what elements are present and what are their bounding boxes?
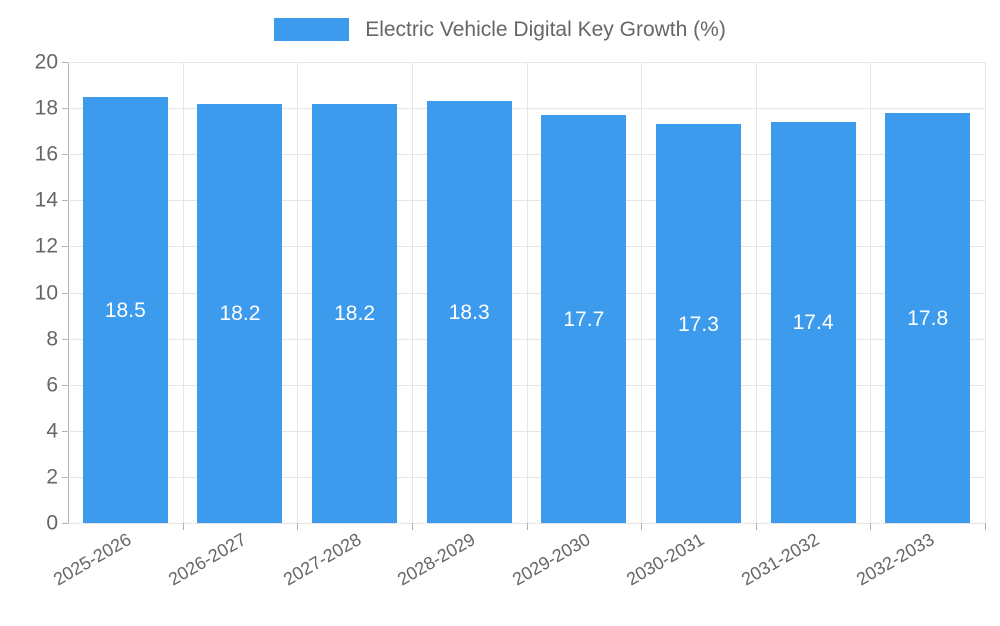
y-axis-tick [62,384,68,386]
y-axis-tick-label: 20 [34,50,58,74]
y-axis-tick [62,476,68,478]
bar-value-label: 17.3 [678,312,719,336]
bar[interactable]: 18.5 [82,96,168,523]
y-axis-tick-label: 2 [46,465,58,489]
gridline-horizontal [68,154,985,156]
x-axis-tick [183,523,184,530]
x-axis-tick [756,523,757,530]
gridline-horizontal [68,430,985,432]
gridline-horizontal [68,200,985,202]
y-axis-tick [62,62,68,63]
bar-value-label: 18.2 [219,302,261,326]
gridline-vertical [527,62,528,523]
y-axis-tick-label: 8 [46,327,58,351]
gridline-vertical [985,62,986,523]
bar[interactable]: 17.4 [770,121,856,523]
y-axis-tick-label: 18 [34,96,58,120]
bar[interactable]: 18.2 [312,103,398,523]
bar-value-label: 17.8 [907,306,949,330]
gridline-horizontal [68,476,985,478]
gridline-horizontal [68,108,985,110]
y-axis-tick-label: 12 [34,234,58,258]
bar[interactable]: 18.3 [426,101,512,523]
gridline-horizontal [68,523,985,524]
y-axis-tick [62,108,68,110]
gridline-vertical [183,62,184,523]
gridline-horizontal [68,62,985,63]
bar[interactable]: 17.7 [541,115,627,523]
bar[interactable]: 17.8 [885,112,971,523]
bar-value-label: 18.2 [334,302,375,326]
gridline-horizontal [68,246,985,248]
gridline-horizontal [68,384,985,386]
bar-value-label: 17.4 [792,311,834,335]
y-axis-tick [62,154,68,156]
y-axis-tick [62,338,68,340]
y-axis-tick-label: 0 [46,511,58,535]
y-axis-tick [62,523,68,524]
bar[interactable]: 18.2 [197,103,283,523]
bar-chart: Electric Vehicle Digital Key Growth (%) … [0,0,1000,590]
y-axis-tick-label: 4 [46,419,58,443]
x-axis-tick [412,523,413,530]
y-axis-tick [62,200,68,202]
x-axis-tick [641,523,642,530]
x-axis-tick [527,523,528,530]
y-axis-tick-label: 10 [34,281,58,304]
x-axis-tick [870,523,871,530]
y-axis-tick-label: 16 [34,142,58,166]
legend-color-swatch-icon [274,17,350,41]
gridline-horizontal [68,338,985,340]
y-axis-tick-label: 6 [46,373,58,397]
bar-value-label: 18.3 [448,301,490,325]
legend-item-electric-vehicle-digital-key-growth[interactable]: Electric Vehicle Digital Key Growth (%) [274,17,726,41]
y-axis-tick [62,430,68,432]
y-axis-tick-label: 14 [34,188,58,212]
gridline-vertical [641,62,642,523]
x-axis-tick [297,523,298,530]
x-axis-tick [985,523,986,530]
gridline-vertical [870,62,871,523]
legend-label: Electric Vehicle Digital Key Growth (%) [365,17,726,41]
bar-value-label: 17.7 [563,308,605,331]
bar-value-label: 18.5 [104,298,146,322]
chart-legend: Electric Vehicle Digital Key Growth (%) [0,0,1000,58]
y-axis-tick [62,292,68,294]
bar[interactable]: 17.3 [655,124,741,523]
gridline-horizontal [68,292,985,294]
gridline-vertical [412,62,413,523]
gridline-vertical [297,62,298,523]
plot-area: 18.5 18.2 18.2 18.3 17.7 17.3 17.4 17.8 [62,62,986,530]
gridline-vertical [756,62,757,523]
y-axis-tick [62,246,68,248]
